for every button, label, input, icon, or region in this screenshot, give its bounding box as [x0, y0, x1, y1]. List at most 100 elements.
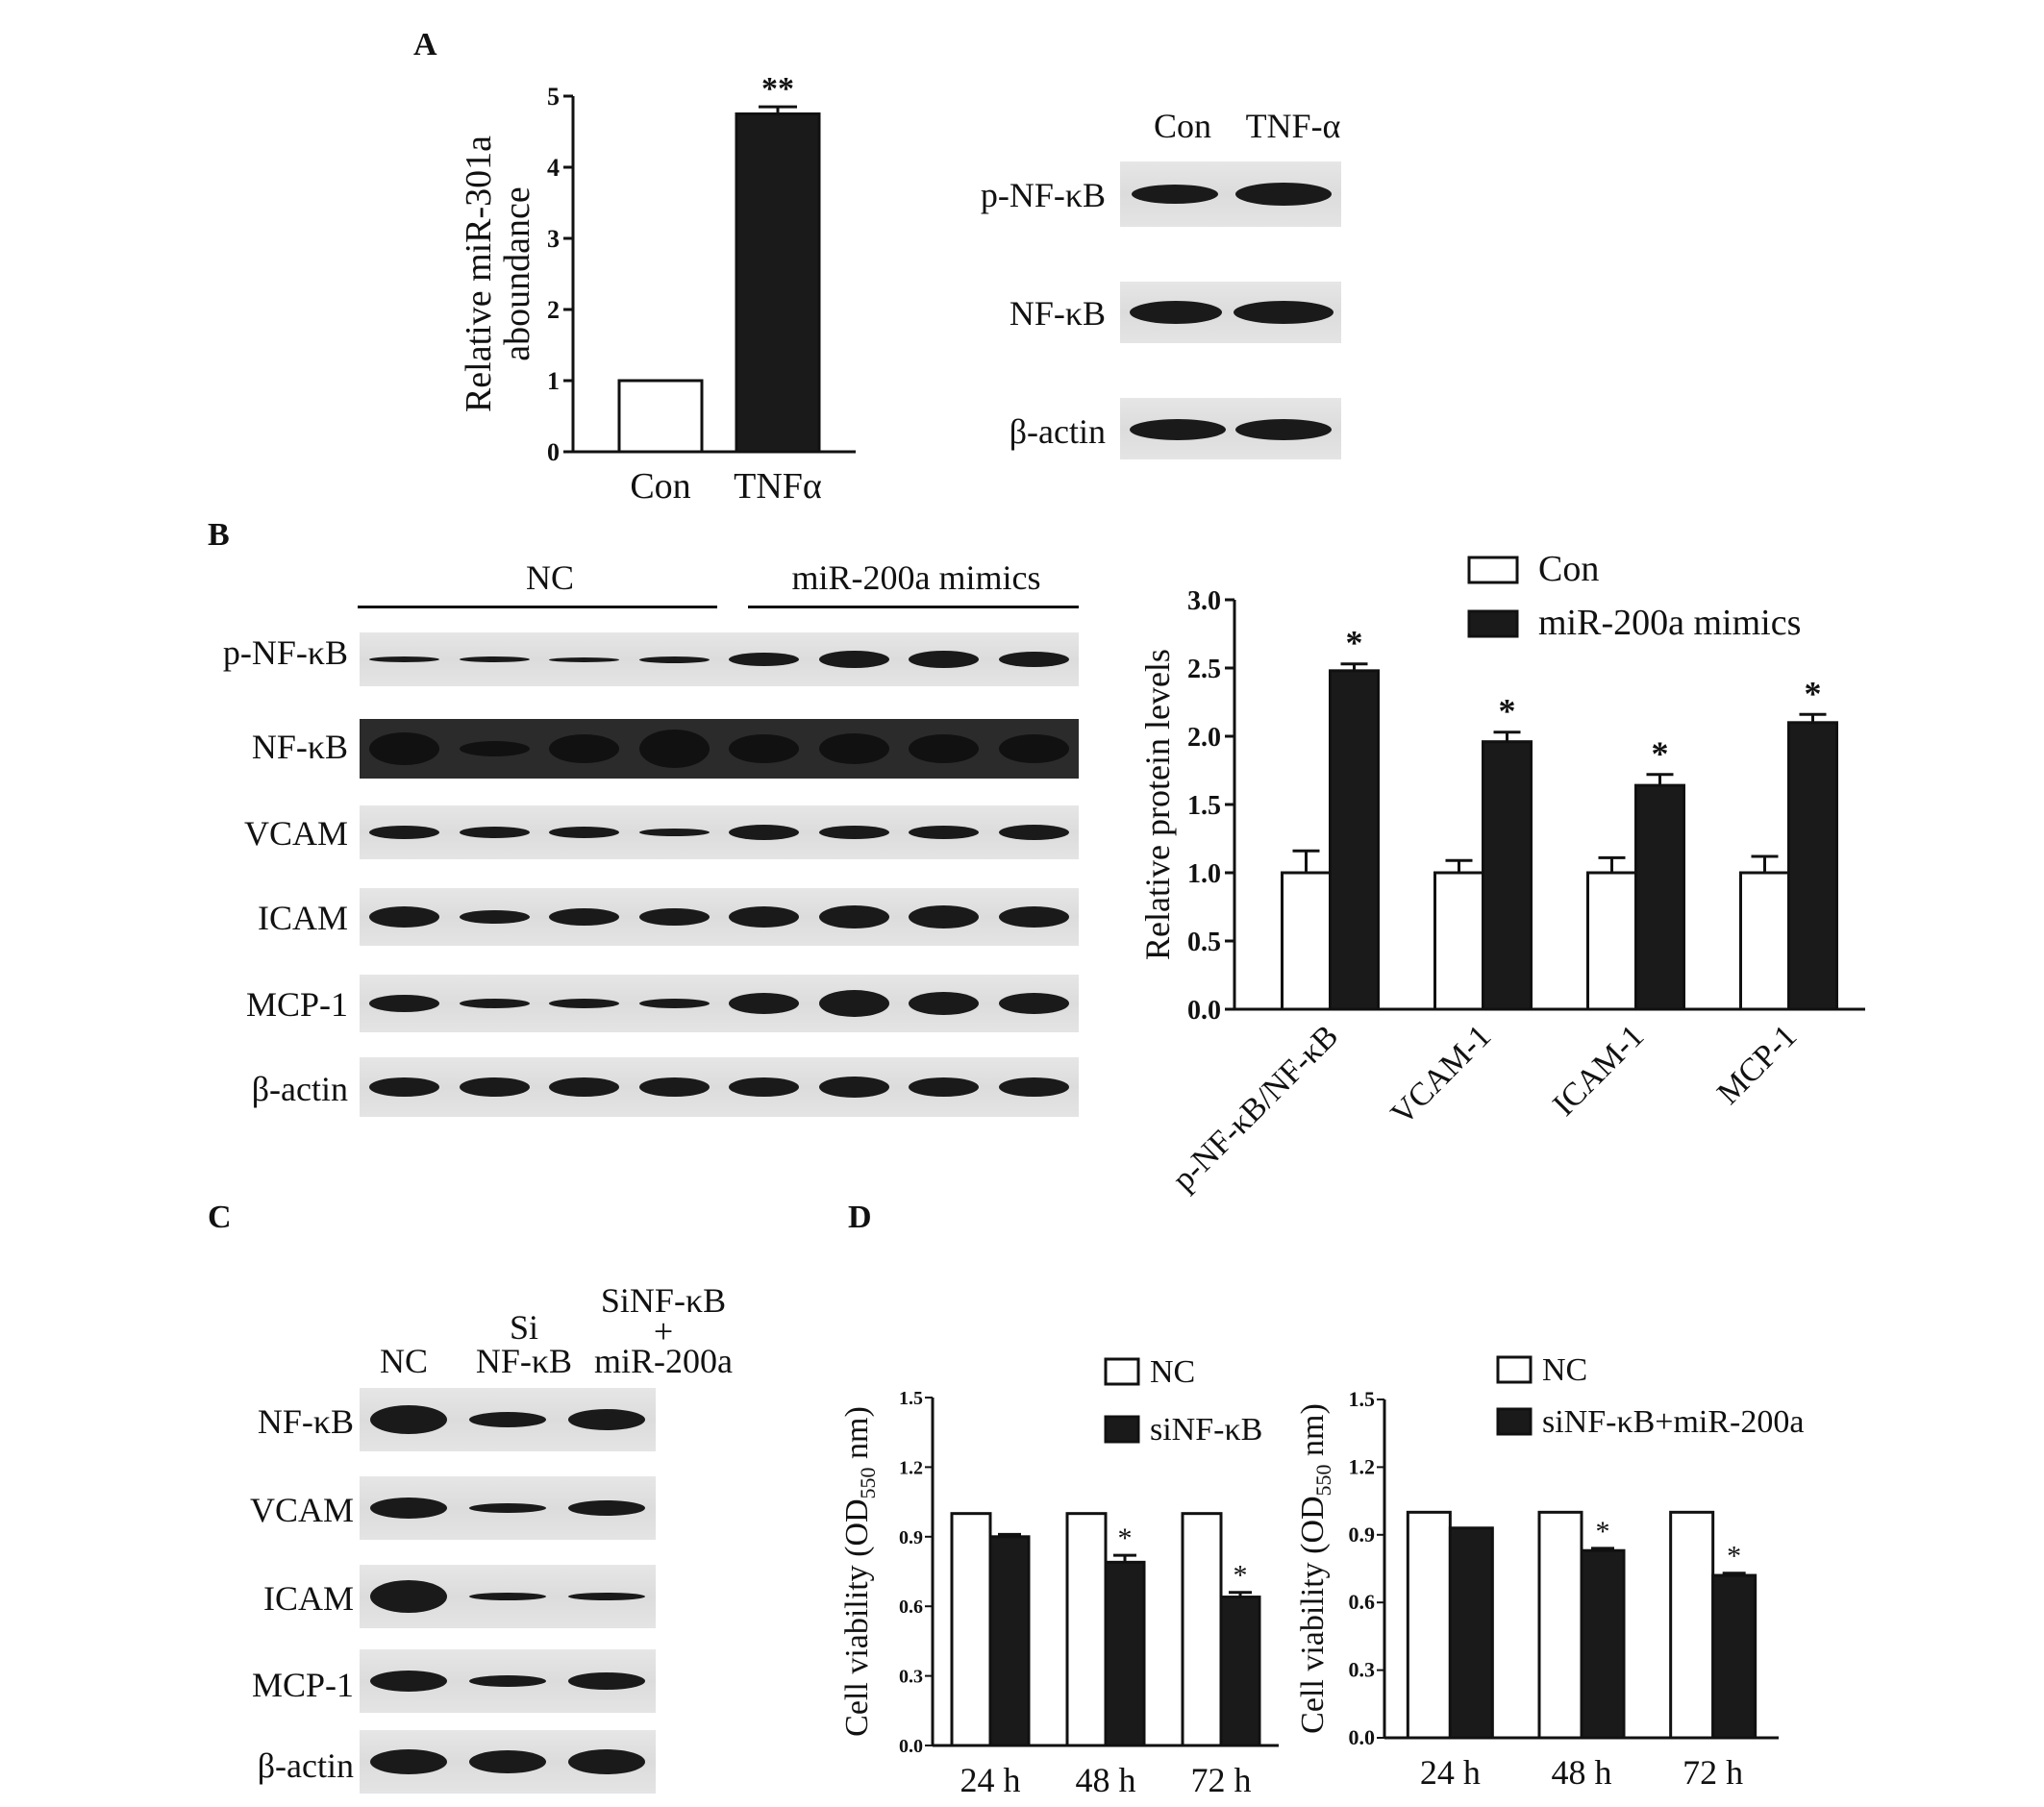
bStrip5-band-4: [638, 1077, 710, 1097]
blot-c-strip-mcp1: [360, 1649, 656, 1713]
bStrip4-band-6: [818, 990, 889, 1017]
chart-a-xtick-label: TNFα: [734, 466, 822, 507]
bStrip3-band-6: [818, 905, 889, 928]
chart-b-xtick-label: p-NF-κB/NF-κB: [1166, 1018, 1346, 1198]
chart-d2-ylabel-sub: 550: [1311, 1464, 1335, 1496]
bStrip3-band-7: [909, 905, 980, 928]
cStrip3-band-3: [567, 1672, 645, 1690]
chart-d1-legend-label: NC: [1150, 1354, 1195, 1390]
cStrip4-band-2: [468, 1750, 547, 1773]
bStrip0-band-5: [729, 653, 800, 666]
chart-d1-legend-label: siNF-κB: [1150, 1412, 1262, 1448]
bStrip3-band-2: [459, 910, 530, 924]
chart-d1-bar-nc: [1181, 1512, 1223, 1747]
chart-b-xtick: VCAM-1: [1384, 1018, 1498, 1131]
blot-a: Con TNF-α p-NF-κB NF-κB β-actin: [942, 106, 1384, 471]
blot-a-strip-nfkb: [1120, 282, 1341, 343]
blot-b-strip-icam: [360, 888, 1079, 946]
blot-c-row-nfkb: NF-κB: [257, 1402, 354, 1441]
chart-a-ytick-label: 0: [547, 438, 560, 466]
chart-b-bar-mimics: [1329, 669, 1380, 1011]
bStrip0-band-3: [549, 656, 620, 662]
bStrip2-band-3: [549, 827, 620, 838]
chart-d2-xtick-label: 72 h: [1683, 1753, 1743, 1792]
panel-letter-c: C: [208, 1200, 232, 1235]
blot-b: NC miR-200a mimics p-NF-κB NF-κB VCAM IC…: [192, 548, 1086, 1163]
chart-d1-significance: *: [1234, 1560, 1248, 1592]
blot-b-row-icam: ICAM: [257, 899, 348, 937]
chart-b-bar-mimics: [1482, 740, 1533, 1011]
chart-d1-legend-swatch: [1104, 1415, 1140, 1444]
chart-b-xtick: ICAM-1: [1546, 1018, 1651, 1123]
chart-d1-ylabel-main: Cell viability (OD: [839, 1498, 875, 1736]
blot-b-strip-pnfkb: [360, 632, 1079, 686]
bStrip3-band-8: [998, 906, 1069, 928]
blot-b-row-vcam: VCAM: [243, 814, 348, 853]
blot-c-lane-sinfkb: SiNF-κB: [600, 1281, 727, 1320]
chart-d2-ytick-label: 1.2: [1349, 1454, 1376, 1478]
blot-a-strip-actin: [1120, 398, 1341, 459]
chart-d1-bar-treated: [988, 1535, 1031, 1747]
bStrip2-band-4: [638, 829, 710, 836]
chart-d1-xtick-label: 48 h: [1076, 1761, 1136, 1797]
chart-d2-ytick-label: 0.6: [1349, 1590, 1376, 1614]
chart-d2-bar-nc: [1406, 1510, 1452, 1740]
chart-d2-significance: *: [1596, 1516, 1610, 1547]
cStrip0-band-2: [468, 1412, 547, 1427]
chart-b-bar: 0.0 0.5 1.0 1.5 2.0 2.5 3.0 * p-NF-κB/NF-κB * VCAM…: [1138, 549, 1865, 1198]
bStrip3-band-1: [369, 906, 440, 928]
chart-d1-bar: 0.0 0.3 0.6 0.9 1.2 1.5 24 h * 48 h * 72 h Cell via…: [839, 1354, 1279, 1797]
chart-b-ytick-label: 0.5: [1187, 928, 1221, 957]
blot-a-row-actin: β-actin: [1009, 412, 1106, 451]
chart-b-significance: *: [1805, 674, 1822, 712]
chart-d1-ytick-label: 0.6: [899, 1597, 923, 1618]
blot-c-row-icam: ICAM: [262, 1579, 354, 1618]
chart-b-ytick-label: 2.5: [1187, 655, 1221, 684]
cStrip1-band-1: [370, 1498, 448, 1519]
blot-a-row-pnfkb: p-NF-κB: [980, 176, 1106, 214]
chart-b-ytick-label: 3.0: [1187, 586, 1221, 616]
chart-d2-xtick-label: 48 h: [1552, 1753, 1612, 1792]
panel-letter-a: A: [413, 27, 437, 62]
chart-b-xtick-label: VCAM-1: [1384, 1018, 1498, 1131]
blot-b-row-mcp1: MCP-1: [245, 985, 348, 1024]
chart-d1-significance: *: [1118, 1522, 1133, 1554]
blot-b-row-nfkb: NF-κB: [251, 728, 348, 766]
chart-d1-ytick-label: 1.5: [899, 1388, 923, 1409]
blot-a-lane-con: Con: [1153, 107, 1211, 145]
chart-b-bar-con: [1586, 871, 1637, 1011]
chart-a-significance: **: [761, 71, 794, 107]
blot-c-strip-icam: [360, 1565, 656, 1628]
chart-d1-ytick-label: 0.3: [899, 1667, 923, 1688]
bStrip5-band-1: [369, 1077, 440, 1097]
cStrip3-band-1: [370, 1671, 448, 1692]
chart-d2-ytick-label: 0.3: [1349, 1658, 1376, 1682]
blot-a-strip-pnfkb: [1120, 161, 1341, 227]
chart-d1-ytick-label: 0.0: [899, 1736, 923, 1757]
chart-d1-bar-nc: [950, 1512, 992, 1747]
chart-b-xtick: MCP-1: [1710, 1018, 1804, 1111]
blot-b-row-pnfkb: p-NF-κB: [222, 633, 348, 672]
chart-b-significance: *: [1346, 624, 1363, 662]
bStrip4-band-8: [998, 993, 1069, 1014]
bStrip2-band-7: [909, 826, 980, 839]
chart-b-ytick-label: 1.0: [1187, 859, 1221, 889]
bStrip0-band-7: [909, 651, 980, 668]
chart-d2-bar-treated: [1711, 1573, 1757, 1740]
chart-d1-bar-nc: [1065, 1512, 1108, 1747]
chart-b-ylabel-group: Relative protein levels: [1138, 649, 1177, 960]
chart-a-ylabel-line2: aboundance: [497, 186, 537, 360]
chart-b-ytick-label: 1.5: [1187, 791, 1221, 821]
cStrip0-band-1: [370, 1405, 448, 1434]
bStrip0-band-4: [638, 656, 710, 663]
chart-d1-ytick-label: 0.9: [899, 1527, 923, 1548]
blot-b-strip-actin: [360, 1057, 1079, 1117]
chart-d2-ytick-label: 0.0: [1349, 1725, 1376, 1749]
cStrip0-band-3: [567, 1409, 645, 1430]
bStrip1-band-5: [729, 734, 800, 763]
bStrip1-band-7: [909, 734, 980, 763]
cStrip1-band-2: [468, 1503, 547, 1513]
chart-b-bar-con: [1281, 871, 1332, 1011]
bStrip2-band-6: [818, 826, 889, 839]
bStrip2-band-1: [369, 826, 440, 839]
